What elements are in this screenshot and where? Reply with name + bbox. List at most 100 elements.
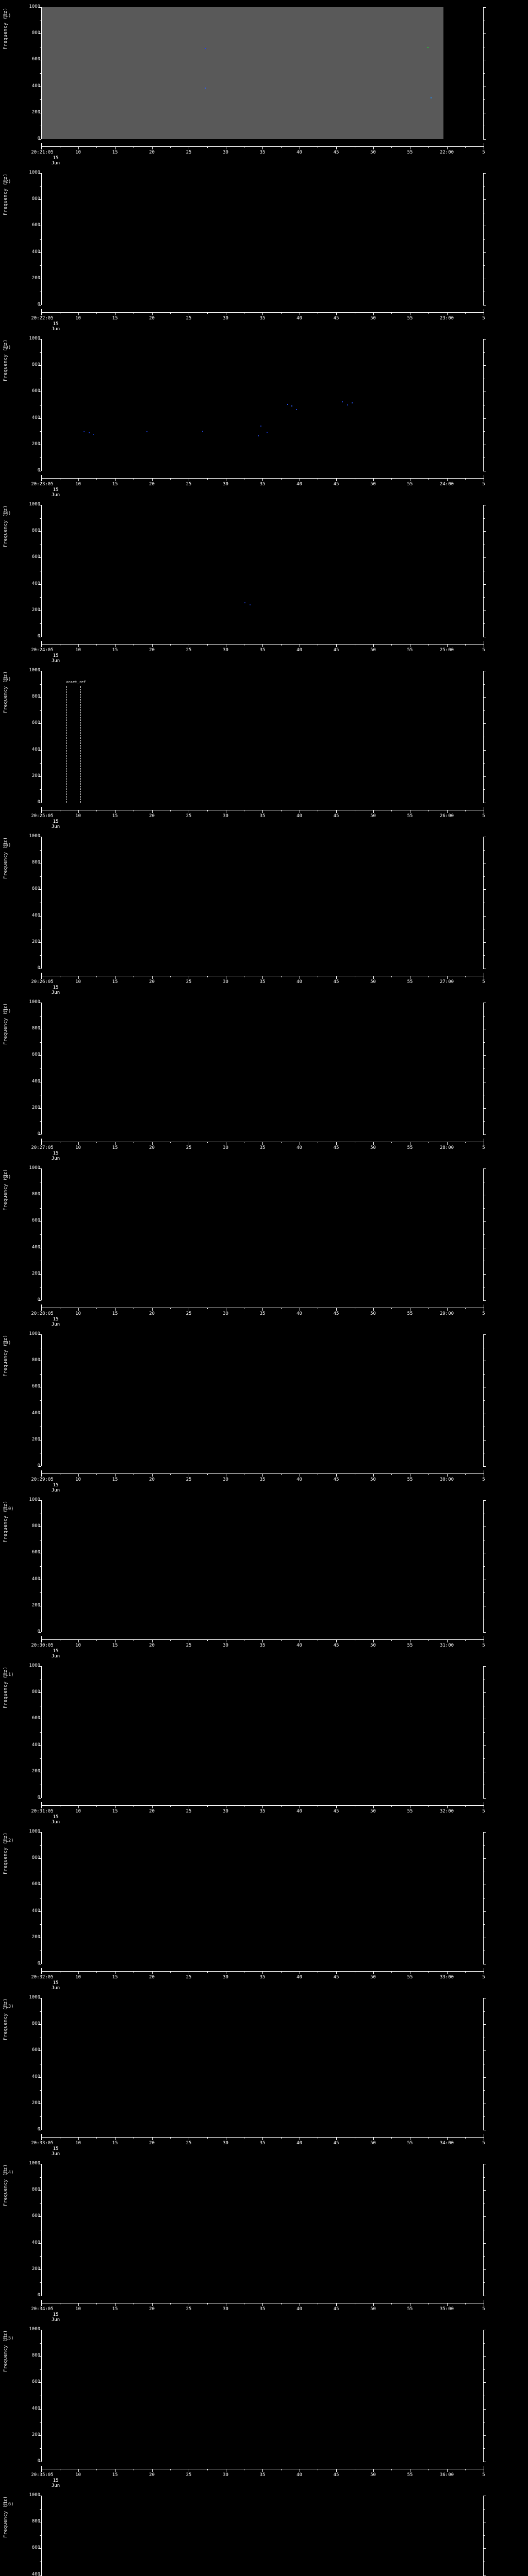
x-tick-label: 50 bbox=[370, 648, 376, 653]
y-tick-mark-right bbox=[483, 2269, 486, 2270]
x-tick-label-last: 5 bbox=[482, 2472, 485, 2478]
y-tick-label: 400 bbox=[31, 2405, 40, 2411]
x-tick-mark bbox=[262, 2469, 263, 2472]
y-tick-label: 0 bbox=[37, 1463, 40, 1468]
x-tick-mark bbox=[262, 1639, 263, 1642]
y-minor-tick bbox=[40, 2369, 41, 2370]
date-month: Jun bbox=[51, 1156, 60, 1161]
y-tick-mark bbox=[39, 365, 41, 366]
y-tick-mark-right bbox=[483, 1168, 486, 1169]
x-tick-mark bbox=[447, 2303, 448, 2306]
y-tick-label: 0 bbox=[37, 2127, 40, 2132]
x-tick-label: 40 bbox=[296, 1643, 302, 1648]
left-spine bbox=[41, 2496, 42, 2576]
panel-number: (6) bbox=[3, 843, 11, 848]
x-tick-label-start: 20:30:05 bbox=[31, 1643, 54, 1648]
x-minor-tick bbox=[170, 1971, 171, 1973]
spectrogram-panel: (9) Frequency (Hz) 0 200 400 600 800 1000 20:29:… bbox=[0, 1327, 528, 1498]
y-tick-mark-right bbox=[483, 2024, 486, 2025]
x-minor-tick bbox=[207, 810, 208, 811]
left-spine bbox=[41, 1500, 42, 1632]
y-minor-tick-right bbox=[483, 2256, 485, 2257]
spectrogram-image bbox=[41, 173, 443, 305]
x-tick-label: 45 bbox=[333, 1809, 339, 1814]
spectrogram-panel: (4) Frequency (Hz) 0 200 400 600 800 1000 20:24:… bbox=[0, 498, 528, 669]
y-tick-mark bbox=[39, 1168, 41, 1169]
x-tick-label: 45 bbox=[333, 2307, 339, 2312]
y-tick-mark bbox=[39, 33, 41, 35]
x-tick-label: 15 bbox=[112, 1809, 118, 1814]
y-tick-label: 400 bbox=[31, 2240, 40, 2245]
spectrogram-data-point bbox=[89, 432, 90, 434]
x-minor-tick bbox=[170, 644, 171, 646]
y-tick-label: 200 bbox=[31, 109, 40, 115]
y-minor-tick-right bbox=[483, 2535, 485, 2536]
x-minor-tick bbox=[280, 1639, 282, 1641]
y-tick-mark bbox=[39, 1108, 41, 1109]
x-tick-mark bbox=[115, 2469, 116, 2472]
spectrogram-image bbox=[41, 837, 443, 969]
y-minor-tick bbox=[40, 789, 41, 790]
x-tick-label: 15 bbox=[112, 2307, 118, 2312]
date-day: 15 bbox=[53, 2312, 59, 2317]
x-tick-mark bbox=[336, 2137, 337, 2140]
y-tick-label: 0 bbox=[37, 2459, 40, 2464]
y-tick-label: 800 bbox=[31, 1192, 40, 1197]
x-tick-label: 20 bbox=[149, 979, 155, 985]
y-minor-tick bbox=[40, 2535, 41, 2536]
x-tick-label: 30 bbox=[223, 648, 228, 653]
y-minor-tick bbox=[40, 239, 41, 240]
x-tick-mark bbox=[447, 1308, 448, 1311]
plot-axes bbox=[39, 1003, 486, 1135]
x-tick-label: 25 bbox=[186, 1643, 192, 1648]
y-tick-label-group: 0 200 400 600 800 1000 bbox=[0, 829, 40, 971]
x-tick-mark bbox=[78, 810, 79, 813]
date-day: 15 bbox=[53, 1815, 59, 1820]
x-tick-label: 25 bbox=[186, 316, 192, 321]
y-tick-label-group: 0 200 400 600 800 1000 bbox=[0, 1161, 40, 1302]
plot-axes bbox=[39, 2330, 486, 2462]
x-tick-mark bbox=[447, 1142, 448, 1145]
y-tick-mark-right bbox=[483, 418, 486, 419]
x-tick-label: 55 bbox=[407, 648, 413, 653]
spectrogram-image bbox=[41, 2496, 443, 2576]
spectrogram-image bbox=[41, 2330, 443, 2462]
y-tick-mark-right bbox=[483, 1221, 486, 1222]
y-tick-label: 200 bbox=[31, 1436, 40, 1442]
panel-number: (8) bbox=[3, 1175, 11, 1180]
date-month: Jun bbox=[51, 493, 60, 498]
x-tick-label-minute: 30:00 bbox=[439, 1477, 454, 1482]
x-axis-cap-left bbox=[41, 143, 42, 147]
x-tick-label: 10 bbox=[75, 1809, 81, 1814]
x-tick-mark bbox=[336, 2469, 337, 2472]
y-tick-label: 600 bbox=[31, 1882, 40, 1887]
y-tick-label: 800 bbox=[31, 1026, 40, 1031]
panel-number: (9) bbox=[3, 1341, 11, 1346]
x-tick-label: 45 bbox=[333, 648, 339, 653]
x-minor-tick bbox=[280, 1308, 282, 1309]
x-tick-mark bbox=[447, 2469, 448, 2472]
y-tick-label: 0 bbox=[37, 468, 40, 473]
x-minor-tick bbox=[170, 1473, 171, 1475]
y-tick-label: 800 bbox=[31, 694, 40, 700]
x-tick-mark bbox=[336, 2303, 337, 2306]
y-tick-mark bbox=[39, 2269, 41, 2270]
x-tick-label-start: 20:23:05 bbox=[31, 482, 54, 487]
y-tick-label: 600 bbox=[31, 388, 40, 394]
x-tick-label: 45 bbox=[333, 1477, 339, 1482]
y-minor-tick-right bbox=[483, 1898, 485, 1899]
spectrogram-data-point bbox=[244, 602, 245, 604]
x-tick-mark bbox=[373, 1308, 374, 1311]
y-tick-label: 200 bbox=[31, 773, 40, 778]
x-minor-tick bbox=[391, 1805, 392, 1807]
y-tick-mark bbox=[39, 750, 41, 751]
y-tick-label-group: 0 200 400 600 800 1000 bbox=[0, 1991, 40, 2132]
x-tick-label: 40 bbox=[296, 814, 302, 819]
x-minor-tick bbox=[465, 976, 466, 977]
x-tick-label: 55 bbox=[407, 1809, 413, 1814]
y-tick-label: 200 bbox=[31, 441, 40, 447]
y-tick-mark-right bbox=[483, 1300, 486, 1301]
y-tick-label-group: 0 200 400 600 800 1000 bbox=[0, 995, 40, 1137]
x-tick-mark bbox=[152, 1971, 153, 1974]
spectrogram-data-point bbox=[146, 431, 148, 433]
